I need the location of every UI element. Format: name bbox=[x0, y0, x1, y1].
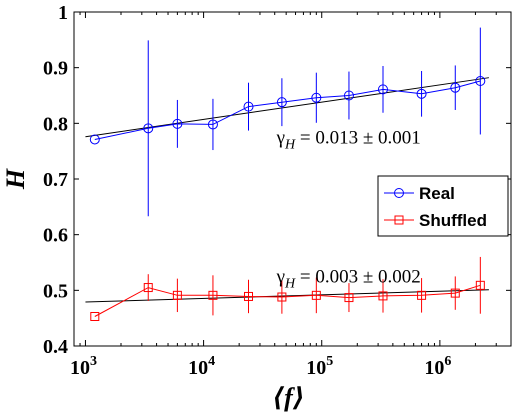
legend-box bbox=[377, 175, 509, 237]
y-tick-label: 0.8 bbox=[43, 113, 68, 135]
data-point bbox=[416, 88, 427, 99]
data-point bbox=[378, 291, 388, 301]
data-point bbox=[475, 280, 485, 290]
series-line bbox=[94, 284, 481, 317]
data-point bbox=[90, 311, 100, 321]
y-axis-label: H bbox=[1, 168, 30, 190]
data-point bbox=[344, 293, 354, 303]
annotation-gamma: γ bbox=[276, 127, 285, 148]
legend-label: Shuffled bbox=[419, 211, 487, 230]
x-tick-exponent: 3 bbox=[90, 354, 97, 369]
y-tick-label: 1 bbox=[58, 2, 68, 24]
data-point bbox=[143, 123, 154, 134]
series-real bbox=[85, 27, 489, 217]
x-tick-base: 10 bbox=[424, 357, 444, 379]
x-tick-label: 104 bbox=[188, 354, 215, 379]
data-point bbox=[244, 291, 254, 301]
annotation-value: = 0.013 ± 0.001 bbox=[295, 127, 421, 148]
data-point bbox=[343, 90, 354, 101]
data-point bbox=[277, 292, 287, 302]
data-point bbox=[143, 283, 153, 293]
data-point bbox=[208, 290, 218, 300]
x-tick-label: 103 bbox=[70, 354, 97, 379]
data-point bbox=[417, 290, 427, 300]
x-tick-exponent: 6 bbox=[444, 354, 451, 369]
annotation-value: = 0.003 ± 0.002 bbox=[295, 266, 421, 287]
x-tick-base: 10 bbox=[188, 357, 208, 379]
annotation-subscript: H bbox=[284, 276, 296, 291]
y-tick-label: 0.7 bbox=[43, 169, 68, 191]
y-tick-label: 0.5 bbox=[43, 280, 68, 302]
data-point bbox=[172, 118, 183, 129]
data-point bbox=[276, 97, 287, 108]
legend-marker bbox=[394, 215, 404, 225]
x-tick-base: 10 bbox=[306, 357, 326, 379]
fit-annotation: γH = 0.013 ± 0.001 bbox=[276, 127, 421, 152]
data-point bbox=[243, 101, 254, 112]
legend-marker bbox=[394, 188, 404, 198]
fit-annotation: γH = 0.003 ± 0.002 bbox=[276, 266, 421, 291]
data-point bbox=[172, 290, 182, 300]
x-tick-label: 106 bbox=[424, 354, 451, 379]
x-tick-exponent: 4 bbox=[208, 354, 215, 369]
data-point bbox=[89, 134, 100, 145]
annotation-gamma: γ bbox=[276, 266, 285, 287]
x-axis-label: ⟨f⟩ bbox=[272, 383, 304, 412]
x-tick-label: 105 bbox=[306, 354, 333, 379]
x-tick-base: 10 bbox=[70, 357, 90, 379]
data-point bbox=[207, 119, 218, 130]
data-point bbox=[311, 290, 321, 300]
legend-label: Real bbox=[419, 184, 455, 203]
y-tick-label: 0.4 bbox=[43, 336, 68, 358]
legend: Real Shuffled bbox=[377, 175, 509, 237]
data-point bbox=[450, 288, 460, 298]
fit-line bbox=[85, 77, 489, 138]
x-tick-exponent: 5 bbox=[326, 354, 333, 369]
series-shuffled bbox=[85, 256, 489, 321]
data-point bbox=[377, 84, 388, 95]
data-point bbox=[311, 92, 322, 103]
annotation-subscript: H bbox=[284, 137, 296, 152]
data-point bbox=[475, 76, 486, 87]
y-tick-label: 0.9 bbox=[43, 58, 68, 80]
data-point bbox=[450, 82, 461, 93]
y-tick-label: 0.6 bbox=[43, 225, 68, 247]
